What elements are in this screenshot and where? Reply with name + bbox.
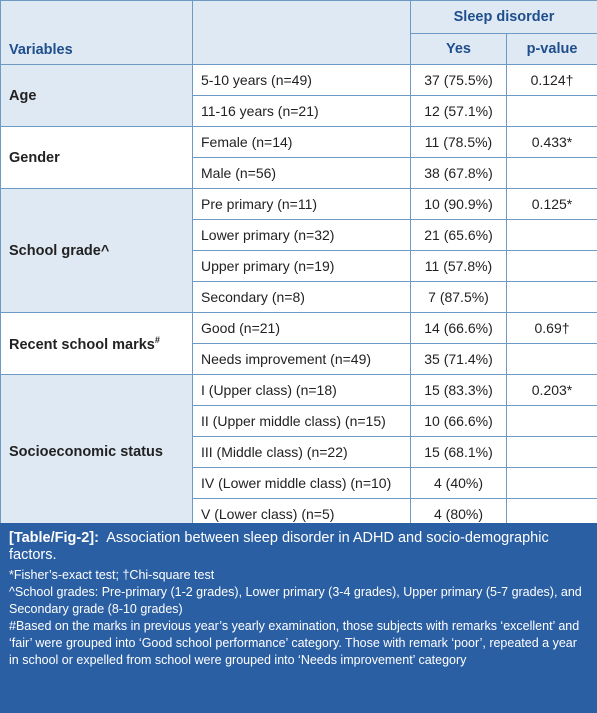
yes-cell: 21 (65.6%)	[410, 219, 507, 251]
category-cell: Male (n=56)	[192, 157, 411, 189]
yes-cell: 38 (67.8%)	[410, 157, 507, 189]
yes-cell: 4 (40%)	[410, 467, 507, 499]
category-cell: I (Upper class) (n=18)	[192, 374, 411, 406]
table-row: Needs improvement (n=49) 35 (71.4%)	[1, 343, 597, 375]
variable-label: Recent school marks	[9, 336, 155, 353]
header-variables: Variables	[0, 0, 193, 65]
header-pvalue: p-value	[505, 33, 597, 65]
category-cell: III (Middle class) (n=22)	[192, 436, 411, 468]
table-row: Gender Female (n=14) 11 (78.5%) 0.433*	[0, 126, 597, 189]
yes-cell: 11 (57.8%)	[410, 250, 507, 282]
pvalue-cell	[505, 343, 597, 375]
pvalue-cell: 0.124†	[505, 64, 597, 96]
variable-label: Socioeconomic status	[9, 444, 163, 460]
variable-name: Gender	[0, 126, 193, 189]
pvalue-cell	[505, 157, 597, 189]
footnote-grades: ^School grades: Pre-primary (1-2 grades)…	[9, 585, 582, 616]
category-cell: Good (n=21)	[192, 312, 411, 344]
category-cell: 11-16 years (n=21)	[192, 95, 411, 127]
variable-name: Age	[0, 64, 193, 127]
pvalue-cell: 0.203*	[505, 374, 597, 406]
table-row: II (Upper middle class) (n=15) 10 (66.6%)	[1, 405, 597, 437]
table-row: Lower primary (n=32) 21 (65.6%)	[1, 219, 597, 251]
category-cell: 5-10 years (n=49)	[192, 64, 411, 96]
category-cell: Pre primary (n=11)	[192, 188, 411, 220]
caption-label: [Table/Fig-2]:	[9, 530, 99, 546]
yes-cell: 15 (68.1%)	[410, 436, 507, 468]
variable-label: Age	[9, 87, 37, 104]
header-yes: Yes	[410, 33, 507, 65]
table-row: Socioeconomic status I (Upper class) (n=1…	[0, 374, 597, 530]
variable-footnote-mark: #	[154, 334, 160, 345]
category-cell: II (Upper middle class) (n=15)	[192, 405, 411, 437]
pvalue-cell	[505, 250, 597, 282]
yes-cell: 15 (83.3%)	[410, 374, 507, 406]
pvalue-cell	[505, 467, 597, 499]
pvalue-cell: 0.433*	[505, 126, 597, 158]
header-category	[192, 0, 411, 65]
table-row: Male (n=56) 38 (67.8%)	[1, 157, 597, 189]
category-cell: Needs improvement (n=49)	[192, 343, 411, 375]
variable-name: School grade^	[0, 188, 193, 313]
yes-cell: 35 (71.4%)	[410, 343, 507, 375]
variable-label: Gender	[9, 149, 60, 166]
yes-cell: 10 (66.6%)	[410, 405, 507, 437]
table-body: Age 5-10 years (n=49) 37 (75.5%) 0.124† 11-1…	[0, 64, 597, 530]
yes-cell: 14 (66.6%)	[410, 312, 507, 344]
caption-text: Association between sleep disorder in AD…	[9, 530, 549, 563]
footnote-marks: #Based on the marks in previous year’s y…	[9, 619, 580, 667]
pvalue-cell	[505, 436, 597, 468]
yes-cell: 10 (90.9%)	[410, 188, 507, 220]
pvalue-cell	[505, 219, 597, 251]
category-cell: Upper primary (n=19)	[192, 250, 411, 282]
pvalue-cell	[505, 281, 597, 313]
yes-cell: 37 (75.5%)	[410, 64, 507, 96]
table-row: Upper primary (n=19) 11 (57.8%)	[1, 250, 597, 282]
category-cell: Female (n=14)	[192, 126, 411, 158]
table-row: III (Middle class) (n=22) 15 (68.1%)	[1, 436, 597, 468]
table-row: Age 5-10 years (n=49) 37 (75.5%) 0.124†	[0, 64, 597, 127]
pvalue-cell: 0.125*	[505, 188, 597, 220]
pvalue-cell: 0.69†	[505, 312, 597, 344]
yes-cell: 7 (87.5%)	[410, 281, 507, 313]
variable-name: Recent school marks#	[0, 312, 193, 375]
variable-name: Socioeconomic status	[0, 374, 193, 530]
variable-label: School grade^	[9, 242, 110, 259]
pvalue-cell	[505, 405, 597, 437]
table-caption: [Table/Fig-2]: Association between sleep…	[0, 523, 597, 713]
table-row: Secondary (n=8) 7 (87.5%)	[1, 281, 597, 313]
category-cell: Lower primary (n=32)	[192, 219, 411, 251]
yes-cell: 11 (78.5%)	[410, 126, 507, 158]
table-row: Recent school marks# Good (n=21) 14 (66.6%…	[0, 312, 597, 375]
category-cell: IV (Lower middle class) (n=10)	[192, 467, 411, 499]
pvalue-cell	[505, 95, 597, 127]
yes-cell: 12 (57.1%)	[410, 95, 507, 127]
table-row: School grade^ Pre primary (n=11) 10 (90.9%…	[0, 188, 597, 313]
header-sleep-disorder: Sleep disorder	[409, 0, 597, 34]
caption-title: [Table/Fig-2]: Association between sleep…	[9, 530, 588, 564]
category-cell: Secondary (n=8)	[192, 281, 411, 313]
data-table: Variables Sleep disorder Yes p-value Age…	[0, 0, 597, 530]
footnote-tests: *Fisher’s-exact test; †Chi-square test	[9, 568, 215, 582]
